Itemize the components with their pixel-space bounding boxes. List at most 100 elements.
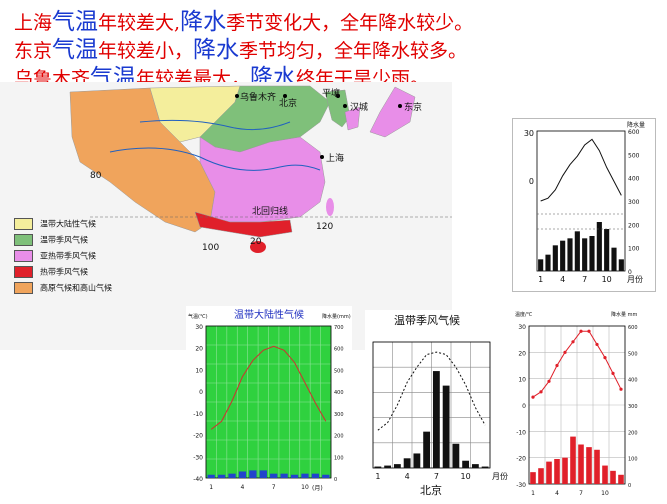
keyword-temp: 气温: [52, 9, 99, 35]
region-taiwan: [326, 198, 334, 216]
label-seoul: 汉城: [350, 102, 368, 113]
y-right-axis-label: 降水量: [627, 121, 645, 129]
x-axis-label: 北京: [420, 483, 442, 497]
label-lon-80: 80: [90, 171, 102, 181]
y-left-tick-label: -30: [193, 454, 203, 461]
x-tick-label: 1: [375, 472, 380, 481]
chart-shanghai: 1 4 7 10 30 20 10 0 -10 -20 -30 600 500 400 300 200 100 0…: [513, 306, 663, 497]
y-left-tick-label: 20: [518, 350, 526, 357]
precip-bar: [238, 471, 247, 478]
y-right-tick-label: 400: [628, 176, 640, 183]
label-pyongyang: 平壤: [322, 87, 340, 99]
precip-bar: [462, 460, 470, 468]
label-lat-20: 20: [250, 237, 262, 247]
temperature-point: [555, 363, 559, 368]
precip-bar: [301, 473, 309, 478]
legend-swatch: [14, 250, 33, 262]
city-name: 东京: [14, 40, 53, 62]
y-right-tick-label: 400: [628, 378, 638, 384]
y-right-tick-label: 200: [628, 222, 640, 229]
keyword-precip: 降水: [180, 9, 227, 35]
legend-item: 高原气候和高山气候: [14, 282, 174, 294]
legend-item: 温带季风气候: [14, 234, 174, 246]
region-subtropical-monsoon: [199, 136, 326, 223]
y-left-tick-label: 30: [518, 324, 526, 331]
precip-bar: [582, 238, 588, 271]
precip-bar: [249, 470, 257, 478]
x-tick-label: 4: [405, 472, 410, 481]
text: 年较差小，: [98, 40, 194, 62]
precip-bar: [259, 470, 267, 478]
x-tick-label: 4: [241, 484, 245, 491]
x-tick-label: 7: [579, 490, 583, 496]
keyword-temp: 气温: [52, 37, 99, 63]
precip-bar: [290, 474, 299, 478]
y-left-tick-label: 30: [195, 324, 203, 331]
temperature-point: [547, 379, 551, 383]
precip-bar: [322, 474, 330, 478]
precip-bar: [552, 245, 558, 271]
label-tokyo: 东京: [404, 101, 422, 113]
precip-bar: [413, 453, 421, 468]
chart-urumqi-svg: 1 4 7 103020100-10-20-30-407006005004003002…: [188, 308, 351, 492]
y-right-tick-label: 700: [334, 325, 344, 331]
label-urumqi: 乌鲁木齐: [240, 91, 276, 103]
temperature-point: [563, 350, 567, 354]
precip-bar: [270, 473, 278, 478]
precip-bar: [567, 238, 573, 271]
x-tick-label: 1: [209, 484, 213, 491]
precip-bar: [618, 259, 624, 271]
precip-bar: [610, 470, 616, 484]
y-right-tick-label: 100: [628, 246, 640, 253]
city-dot-seoul: [343, 104, 347, 108]
y-right-tick-label: 200: [628, 430, 638, 436]
temperature-point: [587, 329, 591, 333]
city-dot-shanghai: [320, 155, 324, 159]
y-right-tick-label: 500: [628, 152, 640, 159]
river: [139, 119, 291, 131]
text: 季节均匀，全年降水较多。: [239, 40, 468, 62]
precip-bar: [578, 444, 584, 484]
y-left-tick-label: 10: [518, 377, 526, 384]
y-right-tick-label: 0: [628, 483, 631, 489]
y-right-tick-label: 500: [334, 368, 344, 374]
precip-bar: [393, 464, 401, 468]
y-left-tick-label: -10: [193, 411, 203, 418]
text: 季节变化大，全年降水较少。: [226, 12, 474, 34]
temperature-point: [571, 340, 575, 344]
legend-item: 温带大陆性气候: [14, 218, 174, 230]
city-dot-urumqi: [235, 94, 239, 98]
legend-swatch: [14, 218, 33, 230]
plot-frame: [528, 325, 626, 485]
y-right-tick-label: 200: [334, 434, 344, 440]
keyword-precip: 降水: [193, 37, 240, 63]
x-tick-label: 1: [531, 490, 535, 496]
precip-bar: [481, 466, 489, 468]
label-tropic: 北回归线: [252, 205, 288, 217]
precip-bar: [589, 236, 595, 271]
headline-line-1: 上海气温年较差大,降水季节变化大，全年降水较少。: [14, 2, 473, 36]
chart-title: 温带大陆性气候: [234, 308, 304, 321]
y-right-tick-label: 0: [628, 269, 632, 276]
region-hainan: [250, 241, 266, 253]
precip-bar: [217, 474, 226, 478]
y-right-tick-label: 100: [334, 455, 344, 461]
temperature-point: [611, 371, 615, 375]
x-tick-label: 4: [560, 275, 565, 284]
y-right-tick-label: 300: [628, 404, 638, 410]
legend-swatch: [14, 282, 33, 294]
legend-item: 亚热带季风气候: [14, 250, 174, 262]
y-left-axis-label: 气温(℃): [188, 313, 208, 320]
precip-bar: [594, 449, 600, 484]
precip-bar: [432, 371, 440, 468]
precip-bar: [586, 447, 592, 484]
y-left-tick-label: 0: [199, 389, 203, 396]
precip-bar: [280, 473, 288, 478]
climate-map-svg: 乌鲁木齐 北京 平壤 汉城 东京 上海 北回归线 80 100 120 20: [0, 82, 452, 350]
x-axis-label: (月): [312, 485, 323, 492]
chart-shanghai-svg: 1 4 7 103020100-10-20-306005004003002001000…: [515, 311, 638, 497]
temperature-point: [531, 395, 535, 399]
chart-tokyo: 1 4 7 10 月份 30 0 600 500 400 300 200 100 0 降水量: [512, 118, 656, 292]
text: 年较差大,: [98, 12, 181, 34]
